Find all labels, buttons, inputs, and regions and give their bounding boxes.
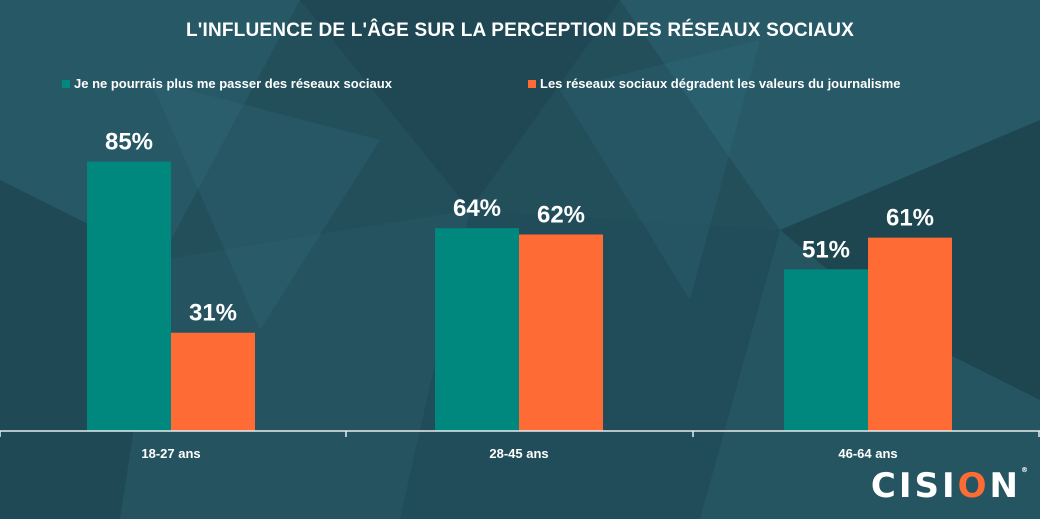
bar-1-3 [784, 269, 868, 431]
data-label-1-2: 64% [453, 195, 501, 222]
bar-2-1 [171, 332, 255, 431]
data-label-2-3: 61% [886, 205, 934, 232]
data-label-2-1: 31% [189, 300, 237, 327]
legend-swatch-series-1 [62, 79, 70, 88]
bar-2-3 [868, 237, 952, 431]
legend-swatch-series-2 [528, 79, 536, 88]
cision-logo: CISION® [871, 466, 1028, 506]
bar-1-1 [87, 161, 171, 432]
logo-registered-mark: ® [1021, 466, 1028, 474]
x-tick-label-1: 18-27 ans [141, 446, 200, 461]
legend-label-series-1: Je ne pourrais plus me passer des réseau… [74, 76, 392, 91]
logo-text-prefix: CISI [870, 466, 958, 506]
legend-label-series-2: Les réseaux sociaux dégradent les valeur… [540, 76, 901, 91]
x-tick-label-2: 28-45 ans [489, 446, 548, 461]
logo-text-suffix: N [989, 466, 1021, 506]
data-label-1-1: 85% [105, 129, 153, 156]
data-label-1-3: 51% [802, 236, 850, 263]
logo-text-o: O [957, 466, 990, 506]
bar-2-2 [519, 234, 603, 431]
x-tick-label-3: 46-64 ans [838, 446, 897, 461]
bar-1-2 [435, 228, 519, 431]
legend-item-series-2: Les réseaux sociaux dégradent les valeur… [528, 76, 901, 91]
legend-item-series-1: Je ne pourrais plus me passer des réseau… [62, 76, 392, 91]
data-label-2-2: 62% [537, 201, 585, 228]
chart-title: L'INFLUENCE DE L'ÂGE SUR LA PERCEPTION D… [185, 20, 855, 41]
